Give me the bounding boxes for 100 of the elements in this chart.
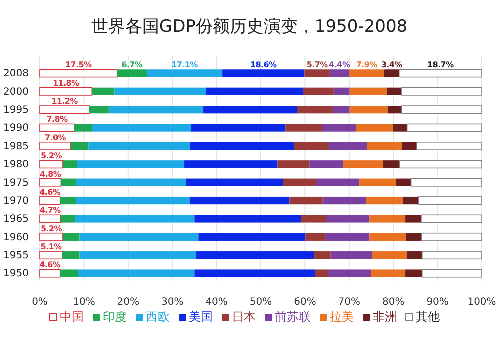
bar: [60, 196, 76, 205]
y-tick-label: 1960: [4, 232, 29, 244]
data-label: 17.1%: [172, 60, 198, 70]
data-label: 5.2%: [40, 152, 62, 161]
data-label: 5.7%: [306, 60, 328, 70]
bar: [290, 196, 323, 205]
y-tick-label: 2008: [4, 68, 29, 80]
bar: [80, 233, 199, 241]
bar: [360, 178, 396, 186]
chart-title: 世界各国GDP份额历史演变，1950-2008: [91, 17, 408, 37]
x-tick-label: 10%: [73, 297, 96, 308]
bar: [70, 142, 89, 150]
data-label: 5.2%: [40, 224, 62, 234]
bar: [40, 160, 64, 169]
y-tick-label: 1975: [4, 178, 29, 189]
bar: [316, 178, 360, 186]
legend-label: 前苏联: [275, 310, 311, 324]
data-label: 4.6%: [40, 188, 61, 197]
bar: [186, 178, 284, 186]
bar: [421, 232, 482, 242]
bar: [194, 215, 302, 223]
data-label: 7.9%: [356, 60, 378, 70]
legend-label: 美国: [189, 310, 213, 324]
bar: [74, 124, 92, 132]
bar: [108, 106, 204, 114]
bar: [422, 251, 482, 260]
bar: [283, 178, 316, 186]
bar: [322, 124, 356, 132]
bar: [304, 70, 330, 78]
bar: [402, 106, 482, 114]
data-label: 4.4%: [329, 60, 350, 70]
x-tick-label: 100%: [468, 297, 496, 308]
bar: [330, 142, 368, 150]
bar: [76, 196, 190, 205]
bar: [384, 70, 400, 78]
legend-label: 拉美: [330, 310, 354, 324]
bar: [90, 106, 109, 114]
bar: [356, 124, 394, 132]
x-tick-label: 50%: [250, 297, 272, 308]
bar: [406, 124, 482, 132]
bar: [286, 124, 322, 132]
bar: [418, 196, 482, 206]
data-label: 11.8%: [52, 78, 80, 88]
data-label: 7.8%: [46, 115, 68, 124]
data-label: 3.4%: [381, 60, 403, 70]
bar: [370, 233, 406, 241]
x-tick-label: 30%: [161, 297, 184, 308]
bar: [410, 178, 482, 187]
bar: [114, 88, 206, 96]
bar: [206, 88, 303, 96]
bar: [326, 215, 370, 223]
bar: [406, 215, 422, 223]
y-tick-label: 1995: [4, 105, 29, 116]
data-label: 11.2%: [52, 97, 78, 106]
bar: [350, 106, 388, 114]
bar: [62, 233, 80, 241]
bar: [190, 196, 290, 205]
bar: [322, 196, 366, 205]
legend-label: 中国: [60, 310, 84, 324]
bar: [401, 87, 482, 96]
bar: [315, 270, 328, 278]
x-tick-label: 40%: [206, 297, 228, 308]
data-label: 4.8%: [40, 170, 62, 179]
bar: [302, 88, 334, 96]
legend-label: 西欧: [146, 310, 170, 324]
data-label: 18.6%: [250, 60, 278, 70]
bar: [372, 252, 407, 260]
data-label: 7.0%: [44, 133, 66, 142]
data-label: 18.7%: [428, 60, 454, 70]
bar: [40, 232, 64, 242]
bar: [40, 196, 61, 206]
bar: [40, 178, 62, 187]
bar: [402, 142, 418, 150]
bar: [60, 215, 76, 223]
y-tick-label: 1980: [4, 160, 29, 171]
bar: [388, 106, 402, 114]
y-tick-label: 1950: [4, 268, 29, 280]
bar: [422, 269, 482, 278]
bar: [184, 160, 278, 168]
bar: [92, 124, 192, 132]
bar: [402, 196, 419, 205]
bar: [61, 178, 76, 186]
bar: [406, 270, 422, 278]
bar: [330, 252, 372, 260]
bar: [77, 160, 185, 168]
bar: [40, 106, 90, 114]
bar: [191, 124, 286, 132]
bar: [40, 69, 118, 78]
y-tick-label: 1985: [4, 141, 29, 152]
bar: [350, 88, 388, 96]
x-tick-label: 90%: [426, 297, 449, 308]
bar: [349, 70, 384, 78]
bar: [367, 142, 402, 150]
x-tick-label: 70%: [338, 297, 361, 308]
bar: [306, 233, 326, 241]
bar: [294, 142, 330, 150]
bar: [334, 88, 350, 96]
x-tick-label: 0%: [32, 297, 48, 308]
bar: [88, 142, 190, 150]
bar: [333, 106, 350, 114]
